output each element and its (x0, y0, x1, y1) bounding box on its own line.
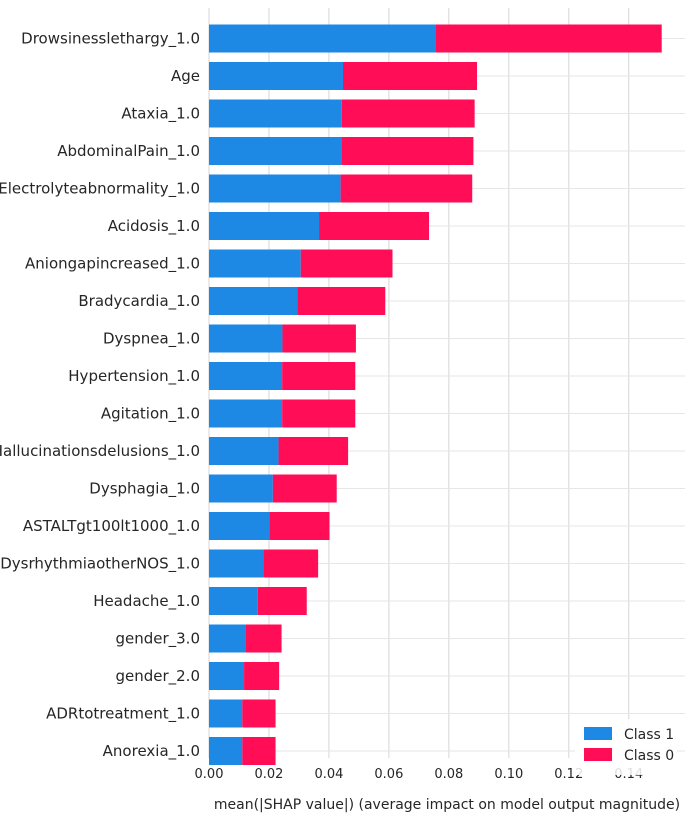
bar-class-1 (209, 249, 301, 278)
y-tick-label: Hypertension_1.0 (68, 367, 200, 386)
bar-class-1 (209, 587, 258, 615)
y-tick-label: Hallucinationsdelusions_1.0 (0, 442, 200, 461)
y-tick-label: Age (171, 67, 200, 85)
y-tick-label: Ataxia_1.0 (121, 105, 200, 124)
y-tick-label: gender_2.0 (115, 667, 200, 686)
bar-class-0 (269, 512, 330, 540)
legend-swatch (584, 727, 612, 740)
legend-swatch (584, 748, 612, 761)
bar-class-0 (242, 737, 276, 765)
y-tick-label: Acidosis_1.0 (108, 217, 200, 236)
bar-class-0 (341, 99, 475, 128)
y-tick-label: Bradycardia_1.0 (78, 292, 200, 311)
bar-class-0 (282, 324, 356, 353)
y-tick-label: gender_3.0 (115, 630, 200, 649)
x-tick-label: 0.08 (434, 767, 463, 782)
bar-class-0 (343, 62, 478, 90)
legend-label: Class 1 (624, 727, 674, 743)
bar-class-1 (209, 362, 283, 390)
y-tick-label: Electrolyteabnormality_1.0 (0, 180, 200, 199)
y-tick-label: Dyspnea_1.0 (103, 330, 200, 349)
bar-class-1 (209, 399, 283, 428)
y-tick-label: DysrhythmiaotherNOS_1.0 (0, 555, 200, 574)
bar-class-1 (209, 287, 298, 315)
y-tick-label: ADRtotreatment_1.0 (46, 705, 200, 724)
y-tick-label: Aniongapincreased_1.0 (25, 255, 200, 274)
x-tick-label: 0.10 (494, 767, 523, 782)
bar-class-0 (319, 212, 430, 240)
legend-label: Class 0 (624, 748, 674, 764)
y-tick-label: Headache_1.0 (93, 592, 200, 611)
y-tick-label: Agitation_1.0 (101, 405, 200, 424)
bar-class-1 (209, 737, 243, 765)
bar-class-0 (300, 249, 393, 278)
x-tick-label: 0.04 (314, 767, 343, 782)
bar-class-0 (282, 362, 356, 390)
x-axis-label: mean(|SHAP value|) (average impact on mo… (214, 797, 680, 813)
bar-class-0 (435, 24, 662, 53)
y-axis-labels: Drowsinesslethargy_1.0 Age Ataxia_1.0 Abdom… (0, 30, 200, 762)
legend: Class 1 Class 0 (575, 719, 677, 775)
y-tick-label: ASTALTgt100lt1000_1.0 (23, 517, 200, 536)
bar-class-1 (209, 549, 264, 578)
bar-class-1 (209, 699, 243, 728)
bars (209, 24, 662, 765)
bar-class-1 (209, 212, 320, 240)
y-tick-label: AbdominalPain_1.0 (57, 142, 200, 161)
x-tick-label: 0.06 (374, 767, 403, 782)
bar-class-1 (209, 437, 279, 465)
bar-class-1 (209, 324, 283, 353)
bar-class-1 (209, 512, 270, 540)
bar-class-0 (257, 587, 307, 615)
y-tick-label: Anorexia_1.0 (103, 742, 200, 761)
bar-class-1 (209, 174, 341, 203)
bar-class-0 (341, 137, 474, 165)
bar-class-0 (272, 474, 337, 503)
bar-class-0 (242, 699, 276, 728)
bar-class-1 (209, 474, 273, 503)
bar-class-0 (278, 437, 349, 465)
x-tick-label: 0.02 (254, 767, 283, 782)
bar-class-0 (340, 174, 473, 203)
bar-class-0 (244, 662, 280, 690)
x-tick-label: 0.00 (195, 767, 224, 782)
y-tick-label: Dysphagia_1.0 (89, 480, 200, 499)
bar-class-1 (209, 137, 342, 165)
bar-class-1 (209, 624, 246, 653)
bar-class-1 (209, 24, 436, 53)
bar-class-0 (263, 549, 319, 578)
bar-class-0 (297, 287, 386, 315)
bar-class-0 (282, 399, 356, 428)
bar-class-1 (209, 62, 344, 90)
bar-class-1 (209, 99, 342, 128)
y-tick-label: Drowsinesslethargy_1.0 (21, 30, 200, 49)
bar-class-0 (245, 624, 282, 653)
bar-class-1 (209, 662, 245, 690)
